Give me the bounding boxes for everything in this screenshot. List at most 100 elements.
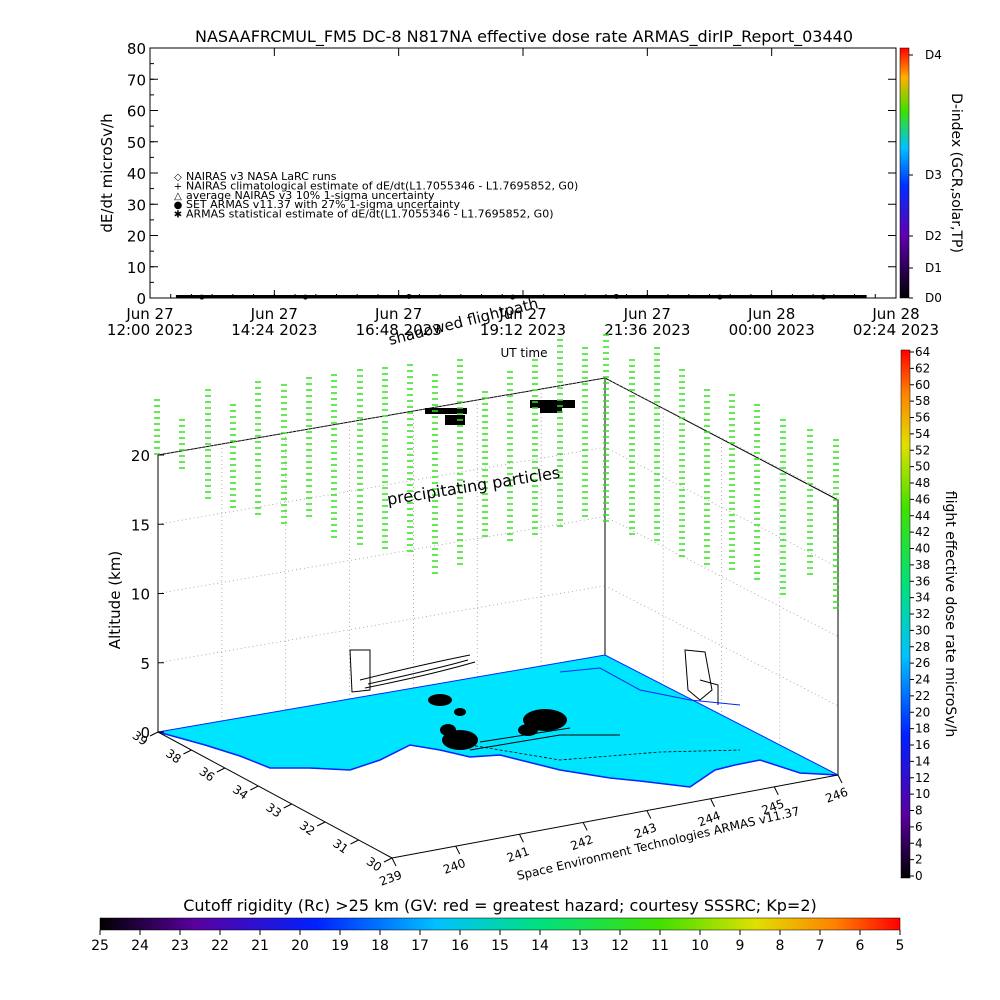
dose-rate-tick-label: 30: [915, 623, 930, 637]
longitude-tick: [837, 774, 843, 784]
longitude-tick-label: 246: [823, 785, 849, 806]
dose-rate-tick-label: 58: [915, 394, 930, 408]
cutoff-rigidity-tick-label: 18: [371, 938, 389, 954]
dose-rate-tick-label: 60: [915, 378, 930, 392]
dose-rate-colorbar-label: flight effective dose rate microSv/h: [942, 491, 958, 737]
dose-rate-tick-label: 8: [915, 804, 923, 818]
legend-entry: NAIRAS v3 NASA LaRC runs: [186, 170, 337, 183]
longitude-tick-label: 240: [441, 856, 467, 877]
longitude-tick: [773, 786, 779, 796]
top-data-point: [717, 294, 723, 300]
top-data-point: [613, 293, 619, 299]
latitude-tick-label: 33: [263, 800, 284, 820]
cutoff-rigidity-tick-label: 6: [856, 938, 865, 954]
top-data-point: [406, 293, 412, 299]
top-data-point: [820, 294, 826, 300]
latitude-tick-label: 34: [230, 782, 251, 802]
cutoff-rigidity-tick-label: 22: [211, 938, 229, 954]
cutoff-rigidity-tick-label: 17: [411, 938, 429, 954]
latitude-tick-label: 36: [197, 764, 218, 784]
latitude-tick: [250, 785, 259, 791]
top-y-axis-label: dE/dt microSv/h: [98, 113, 116, 232]
latitude-tick: [149, 731, 159, 737]
latitude-tick: [183, 749, 192, 755]
cutoff-rigidity-tick-label: 5: [896, 938, 905, 954]
legend-entry: NAIRAS climatological estimate of dE/dt(…: [186, 179, 578, 192]
cutoff-rigidity-tick-label: 8: [776, 938, 785, 954]
longitude-tick: [455, 845, 461, 855]
top-y-tick-label: 40: [127, 165, 146, 183]
longitude-tick: [710, 798, 716, 807]
dose-rate-tick-label: 38: [915, 558, 930, 572]
latitude-tick: [383, 857, 393, 863]
dose-rate-tick-label: 20: [915, 705, 930, 719]
cutoff-rigidity-colorbar-group: Cutoff rigidity (Rc) >25 km (GV: red = g…: [91, 896, 904, 954]
longitude-tick: [518, 834, 524, 843]
d-index-colorbar: [899, 47, 910, 299]
top-y-tick-label: 20: [127, 228, 146, 246]
cutoff-rigidity-tick-label: 7: [816, 938, 825, 954]
dose-rate-tick-label: 24: [915, 673, 930, 687]
dose-rate-tick-label: 22: [915, 689, 930, 703]
d-index-tick-label: D4: [925, 48, 942, 62]
dose-rate-tick-label: 48: [915, 476, 930, 490]
altitude-axis-label: Altitude (km): [106, 551, 124, 649]
legend-entry: average NAIRAS v3 10% 1-sigma uncertaint…: [186, 189, 435, 202]
inland-river: [559, 667, 741, 706]
top-x-tick-time: 16:48 2023: [356, 321, 442, 339]
coastline: [157, 731, 839, 788]
top-x-tick-time: 02:24 2023: [853, 321, 939, 339]
longitude-tick-label: 239: [377, 868, 403, 889]
cutoff-rigidity-tick-label: 23: [171, 938, 189, 954]
top-x-tick-time: 00:00 2023: [729, 321, 815, 339]
d-index-tick-label: D2: [925, 229, 942, 243]
top-x-tick-time: 21:36 2023: [604, 321, 690, 339]
dose-rate-tick-label: 42: [915, 525, 930, 539]
top-legend: ◇ NAIRAS v3 NASA LaRC runs + NAIRAS climato…: [174, 170, 579, 221]
top-x-tick-date: Jun 28: [871, 305, 919, 323]
cutoff-rigidity-tick-label: 16: [451, 938, 469, 954]
legend-entry: SET ARMAS v11.37 with 27% 1-sigma uncert…: [186, 198, 460, 211]
dose-rate-tick-label: 10: [915, 787, 930, 801]
top-y-tick-label: 60: [127, 103, 146, 121]
dose-rate-tick-label: 12: [915, 771, 930, 785]
cutoff-rigidity-colorbar: [99, 917, 901, 931]
top-x-tick-date: Jun 28: [747, 305, 795, 323]
latitude-tick-label: 31: [330, 836, 351, 856]
top-x-axis-label: UT time: [500, 346, 547, 360]
top-data-point: [199, 294, 205, 300]
dose-rate-tick-label: 0: [915, 869, 923, 883]
d-index-label: D-index (GCR,solar,TP): [948, 93, 964, 253]
ground-map-land: [157, 654, 839, 788]
d-index-tick-label: D3: [925, 168, 942, 182]
cutoff-rigidity-tick-label: 13: [571, 938, 589, 954]
dose-rate-tick-label: 46: [915, 492, 930, 506]
dose-rate-tick-label: 34: [915, 591, 930, 605]
cutoff-rigidity-tick-label: 9: [736, 938, 745, 954]
dose-rate-tick-label: 56: [915, 411, 930, 425]
cutoff-rigidity-title: Cutoff rigidity (Rc) >25 km (GV: red = g…: [183, 896, 817, 915]
altitude-tick-label: 10: [131, 586, 150, 604]
cutoff-rigidity-tick-label: 14: [531, 938, 549, 954]
legend-entry: ARMAS statistical estimate of dE/dt(L1.7…: [186, 208, 553, 221]
cutoff-rigidity-tick-label: 19: [331, 938, 349, 954]
altitude-tick-label: 15: [131, 516, 150, 534]
dose-rate-tick-label: 54: [915, 427, 930, 441]
dose-rate-tick-label: 4: [915, 836, 923, 850]
cutoff-rigidity-tick-label: 24: [131, 938, 149, 954]
top-y-ticks: 0 10 20 30 40 50 60 70 80: [127, 40, 896, 308]
latitude-tick-label: 38: [163, 746, 184, 766]
cutoff-rigidity-tick-label: 21: [251, 938, 269, 954]
latitude-tick-label: 30: [364, 854, 385, 874]
shadow-track-contours: [349, 649, 719, 751]
legend-symbol: ●: [174, 200, 183, 211]
dose-rate-tick-label: 18: [915, 722, 930, 736]
dose-rate-tick-label: 16: [915, 738, 930, 752]
top-y-tick-label: 80: [127, 40, 146, 58]
altitude-tick-label: 5: [140, 655, 150, 673]
top-x-tick-date: Jun 27: [498, 305, 546, 323]
